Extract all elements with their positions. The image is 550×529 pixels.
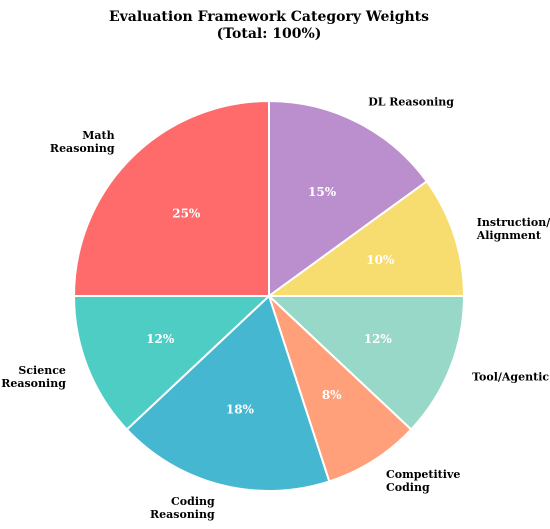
slice-labels: DL Reasoning Instruction/Alignment Tool/Ag…: [1, 95, 550, 521]
label-coding-reasoning: Coding Reasoning: [150, 495, 215, 521]
percent-labels: 15% 10% 12% 8% 18% 12% 25%: [146, 185, 395, 416]
pie-slices: [72, 99, 466, 492]
chart-title-line-1: Evaluation Framework Category Weights: [109, 9, 429, 25]
slice-math-reasoning: [72, 99, 270, 297]
label-math-reasoning: Math Reasoning: [50, 129, 115, 155]
slice-competitive-coding: [268, 295, 413, 483]
pct-label-coding-reasoning: 18%: [226, 402, 255, 416]
slice-coding-reasoning: [125, 294, 331, 492]
pct-label-competitive-coding: 8%: [322, 388, 342, 402]
label-competitive-coding: Competitive Coding: [386, 468, 460, 494]
label-science-reasoning: Science Reasoning: [1, 364, 66, 390]
label-instruction-alignment: Instruction/Alignment: [476, 216, 550, 242]
pct-label-math-reasoning: 25%: [172, 206, 201, 220]
slice-instruction-alignment: [265, 179, 466, 297]
slice-tool-agentic: [266, 295, 466, 431]
slice-science-reasoning: [72, 295, 272, 431]
chart-title-line-2: (Total: 100%): [217, 26, 322, 42]
pct-label-instruction-alignment: 10%: [366, 253, 395, 267]
slice-dl-reasoning: [268, 99, 429, 298]
label-dl-reasoning: DL Reasoning: [368, 95, 454, 108]
pct-label-dl-reasoning: 15%: [308, 185, 337, 199]
pct-label-tool-agentic: 12%: [364, 332, 393, 346]
label-tool-agentic: Tool/Agentic: [472, 370, 549, 383]
pct-label-science-reasoning: 12%: [146, 332, 175, 346]
